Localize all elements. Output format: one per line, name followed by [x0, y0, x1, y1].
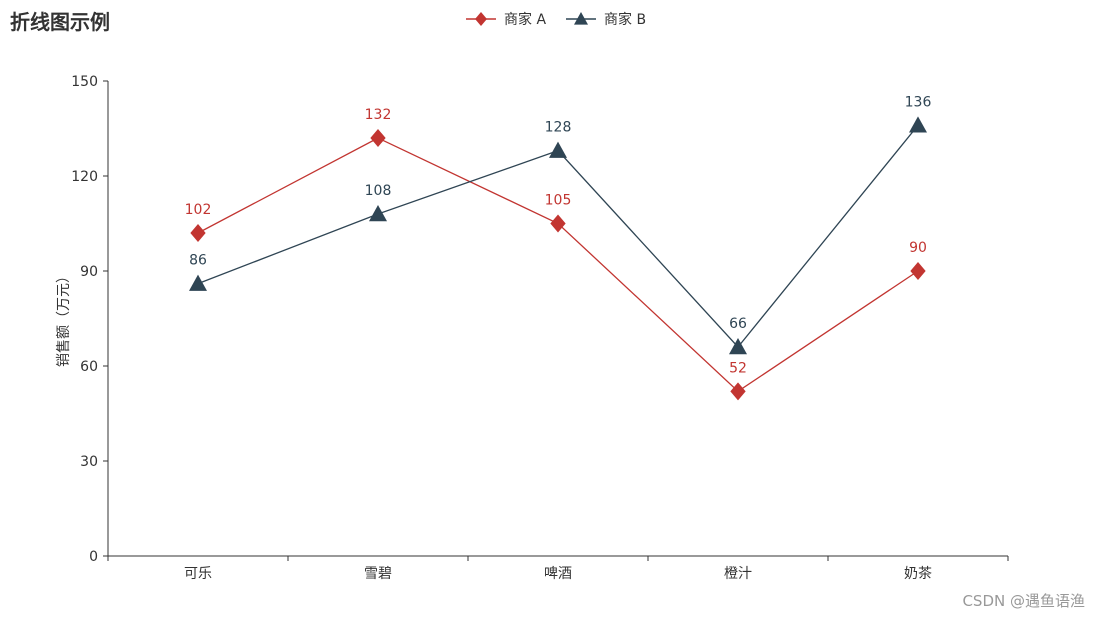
- data-label: 52: [729, 360, 747, 376]
- legend-marker: [574, 12, 588, 25]
- point: [370, 129, 386, 147]
- data-label: 90: [909, 240, 927, 256]
- data-label: 128: [545, 120, 572, 136]
- point: [189, 274, 207, 291]
- point: [190, 224, 206, 242]
- legend-label: 商家 B: [604, 11, 646, 28]
- y-tick-label: 60: [80, 359, 98, 375]
- data-label: 136: [905, 94, 932, 110]
- x-tick-label: 雪碧: [364, 566, 392, 582]
- y-tick-label: 0: [89, 549, 98, 565]
- point: [729, 338, 747, 355]
- legend-marker: [475, 12, 487, 26]
- y-tick-label: 120: [71, 169, 98, 185]
- x-tick-label: 可乐: [184, 566, 212, 582]
- y-tick-label: 150: [71, 74, 98, 90]
- y-tick-label: 90: [80, 264, 98, 280]
- data-label: 86: [189, 253, 207, 269]
- legend-label: 商家 A: [504, 11, 546, 28]
- point: [730, 382, 746, 401]
- y-axis-label: 销售额（万元）: [56, 269, 72, 367]
- chart-title: 折线图示例: [10, 10, 110, 34]
- x-tick-label: 啤酒: [544, 566, 572, 582]
- line: [197, 137, 919, 393]
- x-tick-label: 橙汁: [724, 566, 752, 582]
- point: [550, 214, 566, 233]
- point: [910, 262, 926, 280]
- data-label: 102: [185, 202, 212, 218]
- point: [549, 141, 567, 158]
- data-label: 66: [729, 316, 747, 332]
- watermark: CSDN @遇鱼语渔: [962, 592, 1085, 610]
- point: [909, 116, 927, 133]
- line: [197, 124, 919, 348]
- y-tick-label: 30: [80, 454, 98, 470]
- data-label: 105: [545, 193, 572, 209]
- x-tick-label: 奶茶: [904, 566, 932, 582]
- data-label: 132: [365, 107, 392, 123]
- point: [369, 205, 387, 222]
- data-label: 108: [365, 183, 392, 199]
